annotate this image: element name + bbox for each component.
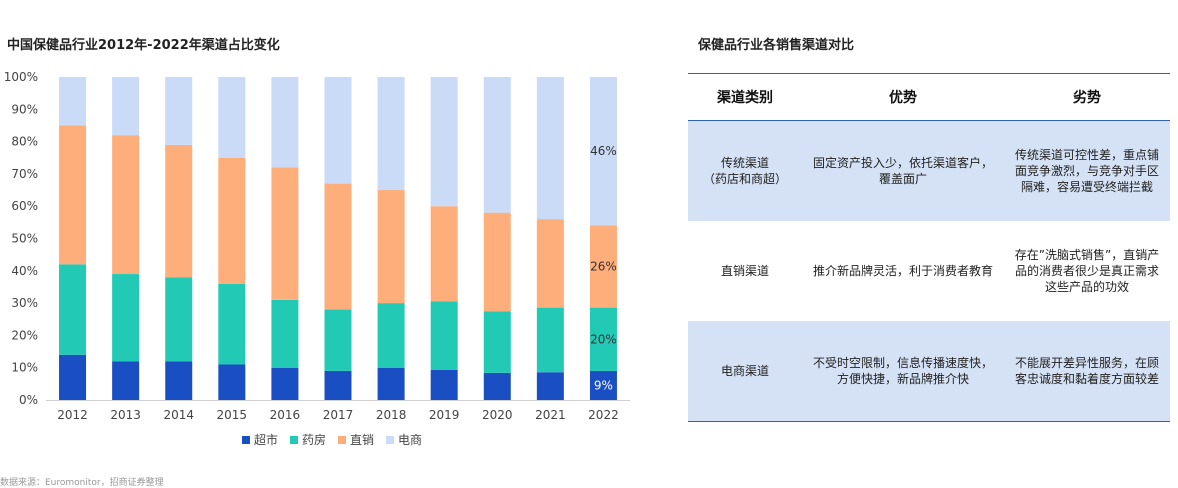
bar-segment bbox=[430, 369, 458, 400]
header-channel-type: 渠道类别 bbox=[688, 73, 802, 121]
bar-segment bbox=[271, 77, 299, 168]
y-tick-label: 100% bbox=[4, 70, 38, 84]
bar-segment bbox=[165, 144, 193, 278]
bar-segment bbox=[218, 157, 246, 284]
bar-segment bbox=[218, 77, 246, 158]
x-tick-label: 2019 bbox=[429, 408, 460, 422]
y-tick-label: 30% bbox=[11, 296, 38, 310]
bar-segment bbox=[377, 367, 405, 400]
y-tick-label: 0% bbox=[19, 393, 38, 407]
bar-segment bbox=[589, 225, 617, 308]
legend-label: 直销 bbox=[350, 433, 374, 447]
header-advantage: 优势 bbox=[802, 73, 1004, 121]
bar-segment bbox=[536, 372, 564, 400]
table-title: 保健品行业各销售渠道对比 bbox=[698, 38, 855, 53]
cell-channel-type: 直销渠道 bbox=[720, 264, 769, 278]
bar-segment bbox=[324, 309, 352, 371]
table-row: 直销渠道 推介新品牌灵活，利于消费者教育 存在”洗脑式销售”，直销产品的消费者很… bbox=[688, 221, 1170, 321]
data-label: 20% bbox=[590, 332, 617, 346]
bar-segment bbox=[483, 311, 511, 373]
bar-segment bbox=[218, 364, 246, 400]
chart-title: 中国保健品行业2012年-2022年渠道占比变化 bbox=[7, 38, 280, 53]
bar-segment bbox=[165, 277, 193, 362]
data-label: 46% bbox=[590, 144, 617, 158]
bar-segment bbox=[589, 77, 617, 226]
bar-segment bbox=[536, 77, 564, 220]
y-tick-label: 40% bbox=[11, 264, 38, 278]
y-tick-label: 50% bbox=[11, 232, 38, 246]
legend-swatch bbox=[290, 436, 298, 444]
header-disadvantage: 劣势 bbox=[1004, 73, 1170, 121]
bar-segment bbox=[377, 303, 405, 368]
cell-disadvantage: 存在”洗脑式销售”，直销产品的消费者很少是真正需求这些产品的功效 bbox=[1014, 248, 1160, 294]
x-tick-label: 2022 bbox=[588, 408, 619, 422]
data-label: 9% bbox=[594, 378, 613, 392]
cell-disadvantage: 不能展开差异性服务，在顾客忠诚度和黏着度方面较差 bbox=[1004, 321, 1170, 422]
y-tick-label: 20% bbox=[11, 328, 38, 342]
y-tick-label: 10% bbox=[11, 361, 38, 375]
bar-segment bbox=[271, 299, 299, 368]
bar-segment bbox=[483, 77, 511, 213]
bar-segment bbox=[324, 183, 352, 310]
stacked-bar-chart: 0% 10% 20% 30% 40% 50% 60% 70% 80% 90% 100% 2012 201… bbox=[4, 70, 630, 447]
bar-segment bbox=[165, 77, 193, 145]
bar-segment bbox=[271, 167, 299, 300]
legend-swatch bbox=[386, 436, 394, 444]
bar-segment bbox=[112, 274, 140, 362]
bar-segment bbox=[483, 212, 511, 312]
y-tick-label: 60% bbox=[11, 199, 38, 213]
bar-segment bbox=[59, 264, 87, 355]
x-tick-label: 2013 bbox=[110, 408, 141, 422]
bar-segment bbox=[377, 190, 405, 304]
bar-segment bbox=[536, 307, 564, 373]
x-tick-label: 2018 bbox=[376, 408, 407, 422]
bar-segment bbox=[59, 354, 87, 400]
table-row: 电商渠道 不受时空限制，信息传播速度快，方便快捷，新品牌推介快 不能展开差异性服… bbox=[688, 321, 1170, 422]
x-tick-label: 2021 bbox=[535, 408, 566, 422]
x-tick-label: 2012 bbox=[57, 408, 88, 422]
legend-label: 超市 bbox=[254, 432, 278, 447]
bar-segment bbox=[112, 135, 140, 275]
source-note: 数据来源：Euromonitor，招商证券整理 bbox=[0, 478, 164, 488]
bar-segment bbox=[59, 125, 87, 265]
legend-label: 电商 bbox=[398, 432, 422, 447]
bar-segment bbox=[112, 77, 140, 136]
y-tick-label: 70% bbox=[11, 167, 38, 181]
legend-label: 药房 bbox=[302, 432, 326, 447]
cell-channel-type: 传统渠道 （药店和商超） bbox=[688, 120, 802, 221]
bar-segment bbox=[218, 283, 246, 365]
x-tick-label: 2017 bbox=[323, 408, 354, 422]
data-label: 26% bbox=[590, 259, 617, 273]
x-tick-label: 2014 bbox=[163, 408, 194, 422]
bar-segment bbox=[324, 77, 352, 184]
bar-segment bbox=[536, 219, 564, 308]
bar-segment bbox=[324, 370, 352, 400]
cell-advantage: 推介新品牌灵活，利于消费者教育 bbox=[812, 264, 993, 278]
bar-segment bbox=[483, 372, 511, 400]
x-tick-label: 2015 bbox=[217, 408, 248, 422]
bar-segment bbox=[430, 206, 458, 302]
bar-segment bbox=[589, 370, 617, 400]
cell-advantage: 固定资产投入少，依托渠道客户，覆盖面广 bbox=[802, 120, 1004, 221]
cell-channel-type: 电商渠道 bbox=[688, 321, 802, 422]
y-tick-label: 90% bbox=[11, 102, 38, 116]
bar-segment bbox=[59, 77, 87, 126]
table-row: 传统渠道 （药店和商超） 固定资产投入少，依托渠道客户，覆盖面广 传统渠道可控性… bbox=[688, 120, 1170, 221]
cell-advantage: 不受时空限制，信息传播速度快，方便快捷，新品牌推介快 bbox=[802, 321, 1004, 422]
legend-swatch bbox=[338, 436, 346, 444]
channel-comparison-table: 渠道类别 优势 劣势 传统渠道 （药店和商超） 固定资产投入少，依托渠道客户，覆… bbox=[688, 73, 1170, 422]
bar-segment bbox=[165, 361, 193, 400]
bar-segment bbox=[589, 307, 617, 371]
bar-segment bbox=[430, 301, 458, 370]
bar-segment bbox=[377, 77, 405, 191]
cell-disadvantage: 传统渠道可控性差，重点铺面竞争激烈，与竞争对手区隔难，容易遭受终端拦截 bbox=[1004, 120, 1170, 221]
bar-segment bbox=[271, 367, 299, 400]
table-header-row: 渠道类别 优势 劣势 bbox=[688, 73, 1170, 121]
bar-segment bbox=[112, 361, 140, 400]
legend-swatch bbox=[242, 436, 250, 444]
x-tick-label: 2016 bbox=[270, 408, 301, 422]
y-tick-label: 80% bbox=[11, 135, 38, 149]
x-tick-label: 2020 bbox=[482, 408, 513, 422]
bar-segment bbox=[430, 77, 458, 207]
